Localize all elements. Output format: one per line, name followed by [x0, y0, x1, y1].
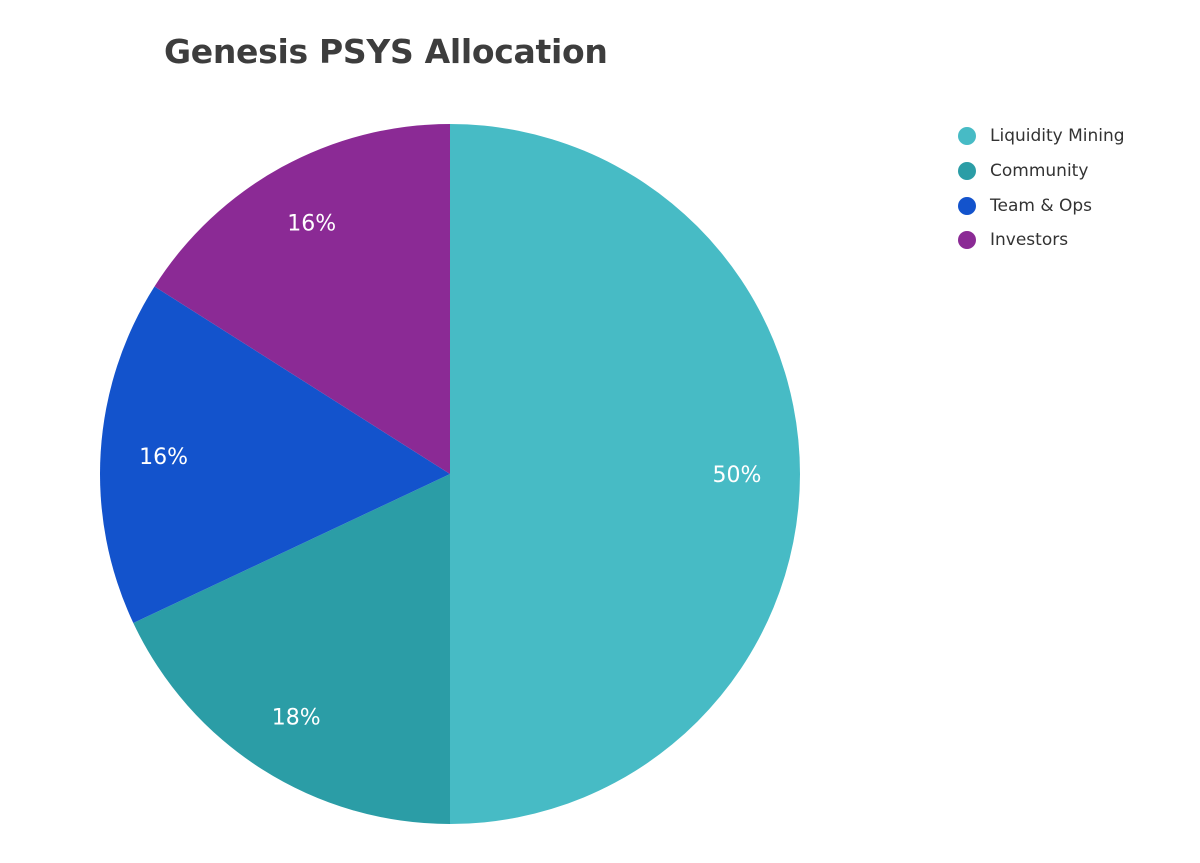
pie-slice-community[interactable]	[133, 474, 450, 824]
legend-swatch-icon	[958, 127, 976, 146]
legend-swatch-icon	[958, 162, 976, 181]
legend-item-liquidity-mining[interactable]: Liquidity Mining	[958, 119, 1125, 154]
slice-percent-label: 18%	[272, 705, 321, 730]
legend-item-investors[interactable]: Investors	[958, 223, 1125, 258]
slice-percent-label: 50%	[713, 463, 762, 488]
legend: Liquidity Mining Community Team & Ops In…	[958, 119, 1125, 258]
legend-label: Investors	[990, 230, 1069, 251]
legend-label: Team & Ops	[990, 195, 1093, 216]
legend-label: Liquidity Mining	[990, 126, 1125, 147]
legend-swatch-icon	[958, 231, 976, 250]
slice-percent-label: 16%	[287, 211, 336, 236]
legend-item-team-ops[interactable]: Team & Ops	[958, 188, 1125, 223]
pie-slice-investors[interactable]	[154, 124, 450, 474]
pie-slice-team-ops[interactable]	[100, 286, 450, 624]
legend-item-community[interactable]: Community	[958, 154, 1125, 189]
legend-label: Community	[990, 161, 1089, 182]
legend-swatch-icon	[958, 196, 976, 215]
pie-slice-liquidity-mining[interactable]	[450, 124, 800, 824]
slice-percent-label: 16%	[139, 445, 188, 470]
chart-title: Genesis PSYS Allocation	[164, 32, 608, 71]
